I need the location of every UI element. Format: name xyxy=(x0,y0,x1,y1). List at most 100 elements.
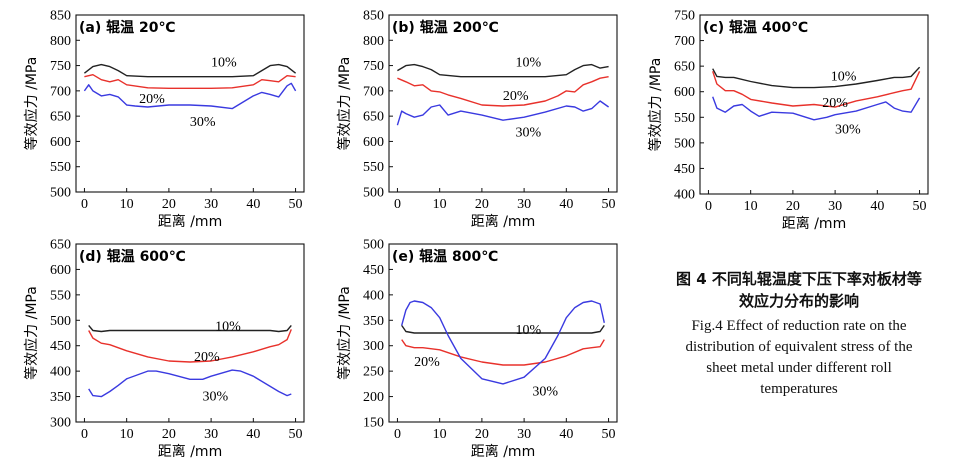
x-axis-label: 距离 /mm xyxy=(158,443,222,460)
plot-frame xyxy=(75,14,305,193)
series-label-20pct: 20% xyxy=(503,89,529,104)
x-tick-label: 40 xyxy=(559,427,573,442)
y-tick-label: 600 xyxy=(50,263,71,278)
y-tick-label: 750 xyxy=(674,9,695,24)
y-tick-label: 500 xyxy=(50,186,71,201)
x-tick-label: 20 xyxy=(475,427,489,442)
x-tick-label: 10 xyxy=(120,427,134,442)
y-tick-label: 550 xyxy=(674,111,695,126)
subplot-3: 400 450 500 550 600 650 700 750 0 10 20 30 40 50 距离 /m… xyxy=(647,9,929,232)
y-tick-label: 600 xyxy=(674,85,695,100)
y-tick-label: 450 xyxy=(674,162,695,177)
x-axis-label: 距离 /mm xyxy=(782,215,846,232)
panel-title: (d) 辊温 600℃ xyxy=(79,248,186,265)
series-line-10pct xyxy=(712,66,921,89)
x-tick-label: 20 xyxy=(786,199,800,214)
x-tick-label: 10 xyxy=(744,199,758,214)
x-axis-label: 距离 /mm xyxy=(471,213,535,230)
y-tick-label: 500 xyxy=(50,314,71,329)
series-label-30pct: 30% xyxy=(515,125,541,140)
x-tick-label: 20 xyxy=(475,197,489,212)
series-line-30pct xyxy=(712,96,921,121)
y-tick-label: 750 xyxy=(363,59,384,74)
y-tick-label: 850 xyxy=(50,9,71,24)
y-tick-label: 600 xyxy=(363,135,384,150)
y-tick-label: 800 xyxy=(363,34,384,49)
figure-caption: 图 4 不同轧辊温度下压下率对板材等 效应力分布的影响 Fig.4 Effect… xyxy=(634,268,964,400)
subplot-1: 500 550 600 650 700 750 800 850 0 10 20 30 40 50 距离 /m… xyxy=(23,9,305,230)
y-axis-label: 等效应力 /MPa xyxy=(336,57,353,151)
x-tick-label: 0 xyxy=(394,427,401,442)
panel-title: (a) 辊温 20℃ xyxy=(79,19,175,36)
x-tick-label: 40 xyxy=(559,197,573,212)
x-tick-label: 30 xyxy=(828,199,842,214)
x-tick-label: 0 xyxy=(705,199,712,214)
x-axis-label: 距离 /mm xyxy=(158,213,222,230)
series-line-20pct xyxy=(84,73,296,90)
y-tick-label: 700 xyxy=(50,84,71,99)
y-tick-label: 300 xyxy=(50,416,71,431)
x-tick-label: 0 xyxy=(394,197,401,212)
series-label-20pct: 20% xyxy=(194,350,220,365)
series-label-20pct: 20% xyxy=(822,96,848,111)
y-tick-label: 500 xyxy=(674,136,695,151)
x-tick-label: 30 xyxy=(204,427,218,442)
y-tick-label: 350 xyxy=(363,314,384,329)
series-label-30pct: 30% xyxy=(835,123,861,138)
y-tick-label: 250 xyxy=(363,365,384,380)
series-label-10pct: 10% xyxy=(515,56,541,71)
plot-frame xyxy=(388,243,618,423)
y-tick-label: 550 xyxy=(50,288,71,303)
x-tick-label: 10 xyxy=(120,197,134,212)
x-tick-label: 10 xyxy=(433,427,447,442)
series-line-20pct xyxy=(712,70,921,108)
series-label-10pct: 10% xyxy=(211,56,237,71)
panel-title: (b) 辊温 200℃ xyxy=(392,19,499,36)
x-tick-label: 20 xyxy=(162,197,176,212)
x-tick-label: 0 xyxy=(81,197,88,212)
y-tick-label: 850 xyxy=(363,9,384,24)
y-tick-label: 650 xyxy=(50,110,71,125)
y-tick-label: 300 xyxy=(363,339,384,354)
y-tick-label: 750 xyxy=(50,59,71,74)
plot-frame xyxy=(75,243,305,423)
series-label-30pct: 30% xyxy=(202,390,228,405)
series-line-10pct xyxy=(397,63,609,78)
series-label-30pct: 30% xyxy=(532,384,558,399)
y-tick-label: 600 xyxy=(50,135,71,150)
panel-title: (c) 辊温 400℃ xyxy=(703,19,808,36)
series-line-30pct xyxy=(396,100,610,126)
y-tick-label: 400 xyxy=(363,288,384,303)
y-axis-label: 等效应力 /MPa xyxy=(336,286,353,380)
y-tick-label: 550 xyxy=(50,160,71,175)
y-tick-label: 400 xyxy=(674,188,695,203)
caption-english-line-4: temperatures xyxy=(760,381,838,397)
y-axis-label: 等效应力 /MPa xyxy=(647,58,664,152)
y-tick-label: 700 xyxy=(363,84,384,99)
x-tick-label: 30 xyxy=(204,197,218,212)
series-line-10pct xyxy=(401,325,605,334)
subplot-2: 500 550 600 650 700 750 800 850 0 10 20 30 40 50 距离 /m… xyxy=(336,9,618,230)
y-tick-label: 500 xyxy=(363,238,384,253)
x-tick-label: 40 xyxy=(246,427,260,442)
panel-title: (e) 辊温 800℃ xyxy=(392,248,498,265)
series-label-10pct: 10% xyxy=(831,69,857,84)
caption-chinese-line-1: 图 4 不同轧辊温度下压下率对板材等 xyxy=(676,270,922,288)
series-label-20pct: 20% xyxy=(139,92,165,107)
series-line-30pct xyxy=(401,300,605,385)
series-label-20pct: 20% xyxy=(414,355,440,370)
y-tick-label: 500 xyxy=(363,186,384,201)
y-axis-label: 等效应力 /MPa xyxy=(23,57,40,151)
x-tick-label: 20 xyxy=(162,427,176,442)
x-axis-label: 距离 /mm xyxy=(471,443,535,460)
caption-english-line-3: sheet metal under different roll xyxy=(706,360,892,376)
caption-english: Fig.4 Effect of reduction rate on the di… xyxy=(634,316,964,400)
series-line-20pct xyxy=(401,339,605,366)
y-tick-label: 650 xyxy=(363,110,384,125)
y-tick-label: 550 xyxy=(363,160,384,175)
y-tick-label: 200 xyxy=(363,390,384,405)
caption-chinese-line-2: 效应力分布的影响 xyxy=(738,292,859,310)
x-tick-label: 30 xyxy=(517,427,531,442)
y-tick-label: 150 xyxy=(363,416,384,431)
